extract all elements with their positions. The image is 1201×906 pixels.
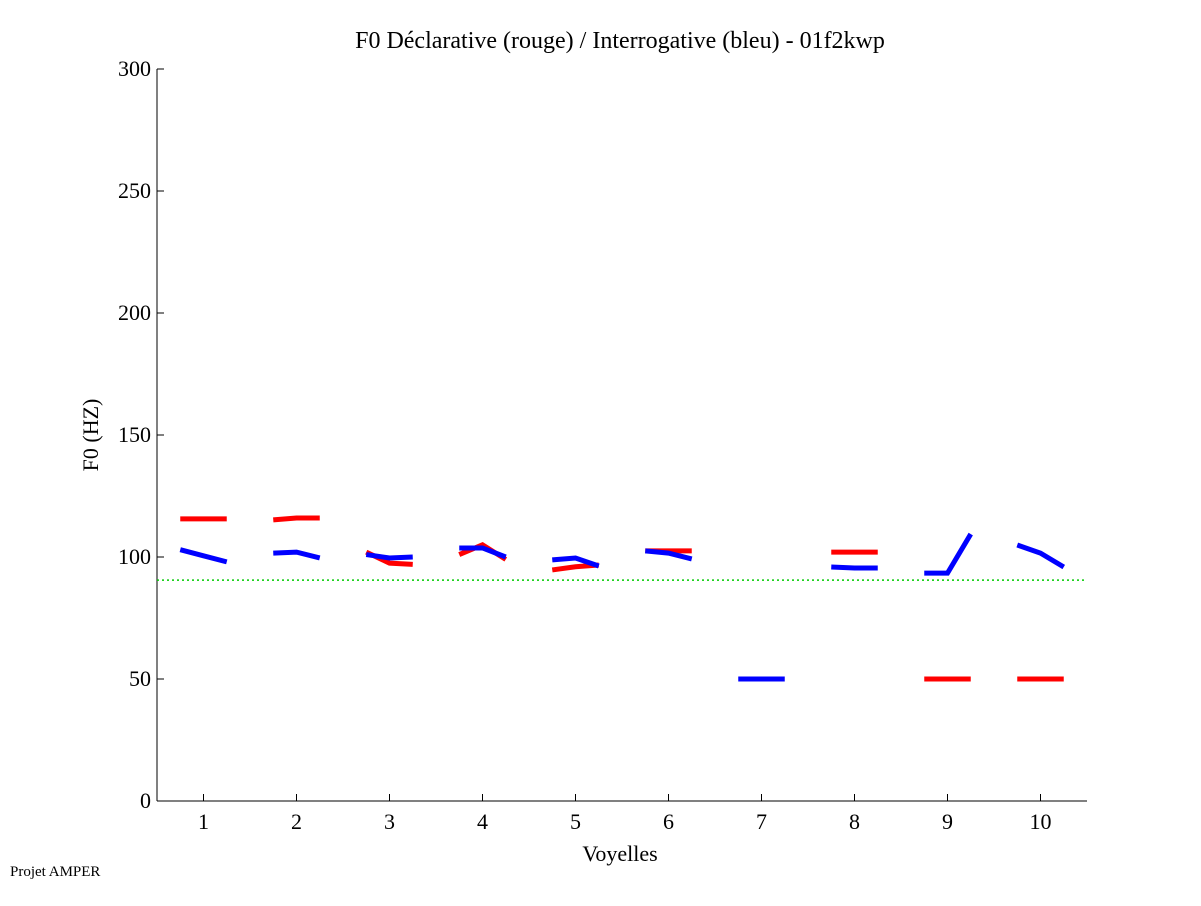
interrogative-segment-vowel-9 (924, 532, 973, 576)
interrogative-segment-vowel-5 (552, 555, 600, 569)
x-tick-label: 4 (477, 809, 488, 834)
x-tick-label: 2 (291, 809, 302, 834)
interrogative-segment-vowel-6 (645, 548, 693, 562)
interrogative-segment-vowel-1 (179, 547, 228, 565)
x-tick-label: 7 (756, 809, 767, 834)
x-tick-label: 5 (570, 809, 581, 834)
x-tick-label: 1 (198, 809, 209, 834)
y-tick-label: 100 (118, 544, 151, 569)
x-axis-label: Voyelles (582, 841, 657, 866)
y-tick-label: 0 (140, 788, 151, 813)
x-tick-label: 10 (1030, 809, 1052, 834)
y-tick-label: 50 (129, 666, 151, 691)
x-tick-label: 9 (942, 809, 953, 834)
x-tick-label: 8 (849, 809, 860, 834)
chart-title: F0 Déclarative (rouge) / Interrogative (… (355, 28, 885, 54)
y-axis-label: F0 (HZ) (78, 399, 103, 472)
declarative-segment-vowel-2 (273, 515, 320, 523)
interrogative-segment-vowel-8 (831, 564, 878, 571)
y-tick-label: 250 (118, 178, 151, 203)
footer-credit: Projet AMPER (10, 864, 101, 880)
y-tick-label: 300 (118, 56, 151, 81)
y-tick-label: 200 (118, 300, 151, 325)
interrogative-segment-vowel-3 (365, 552, 413, 561)
y-tick-label: 150 (118, 422, 151, 447)
interrogative-segment-vowel-10 (1016, 542, 1066, 570)
interrogative-segment-vowel-2 (273, 549, 321, 561)
x-tick-label: 6 (663, 809, 674, 834)
interrogative-segment-vowel-4 (459, 545, 507, 560)
x-tick-label: 3 (384, 809, 395, 834)
